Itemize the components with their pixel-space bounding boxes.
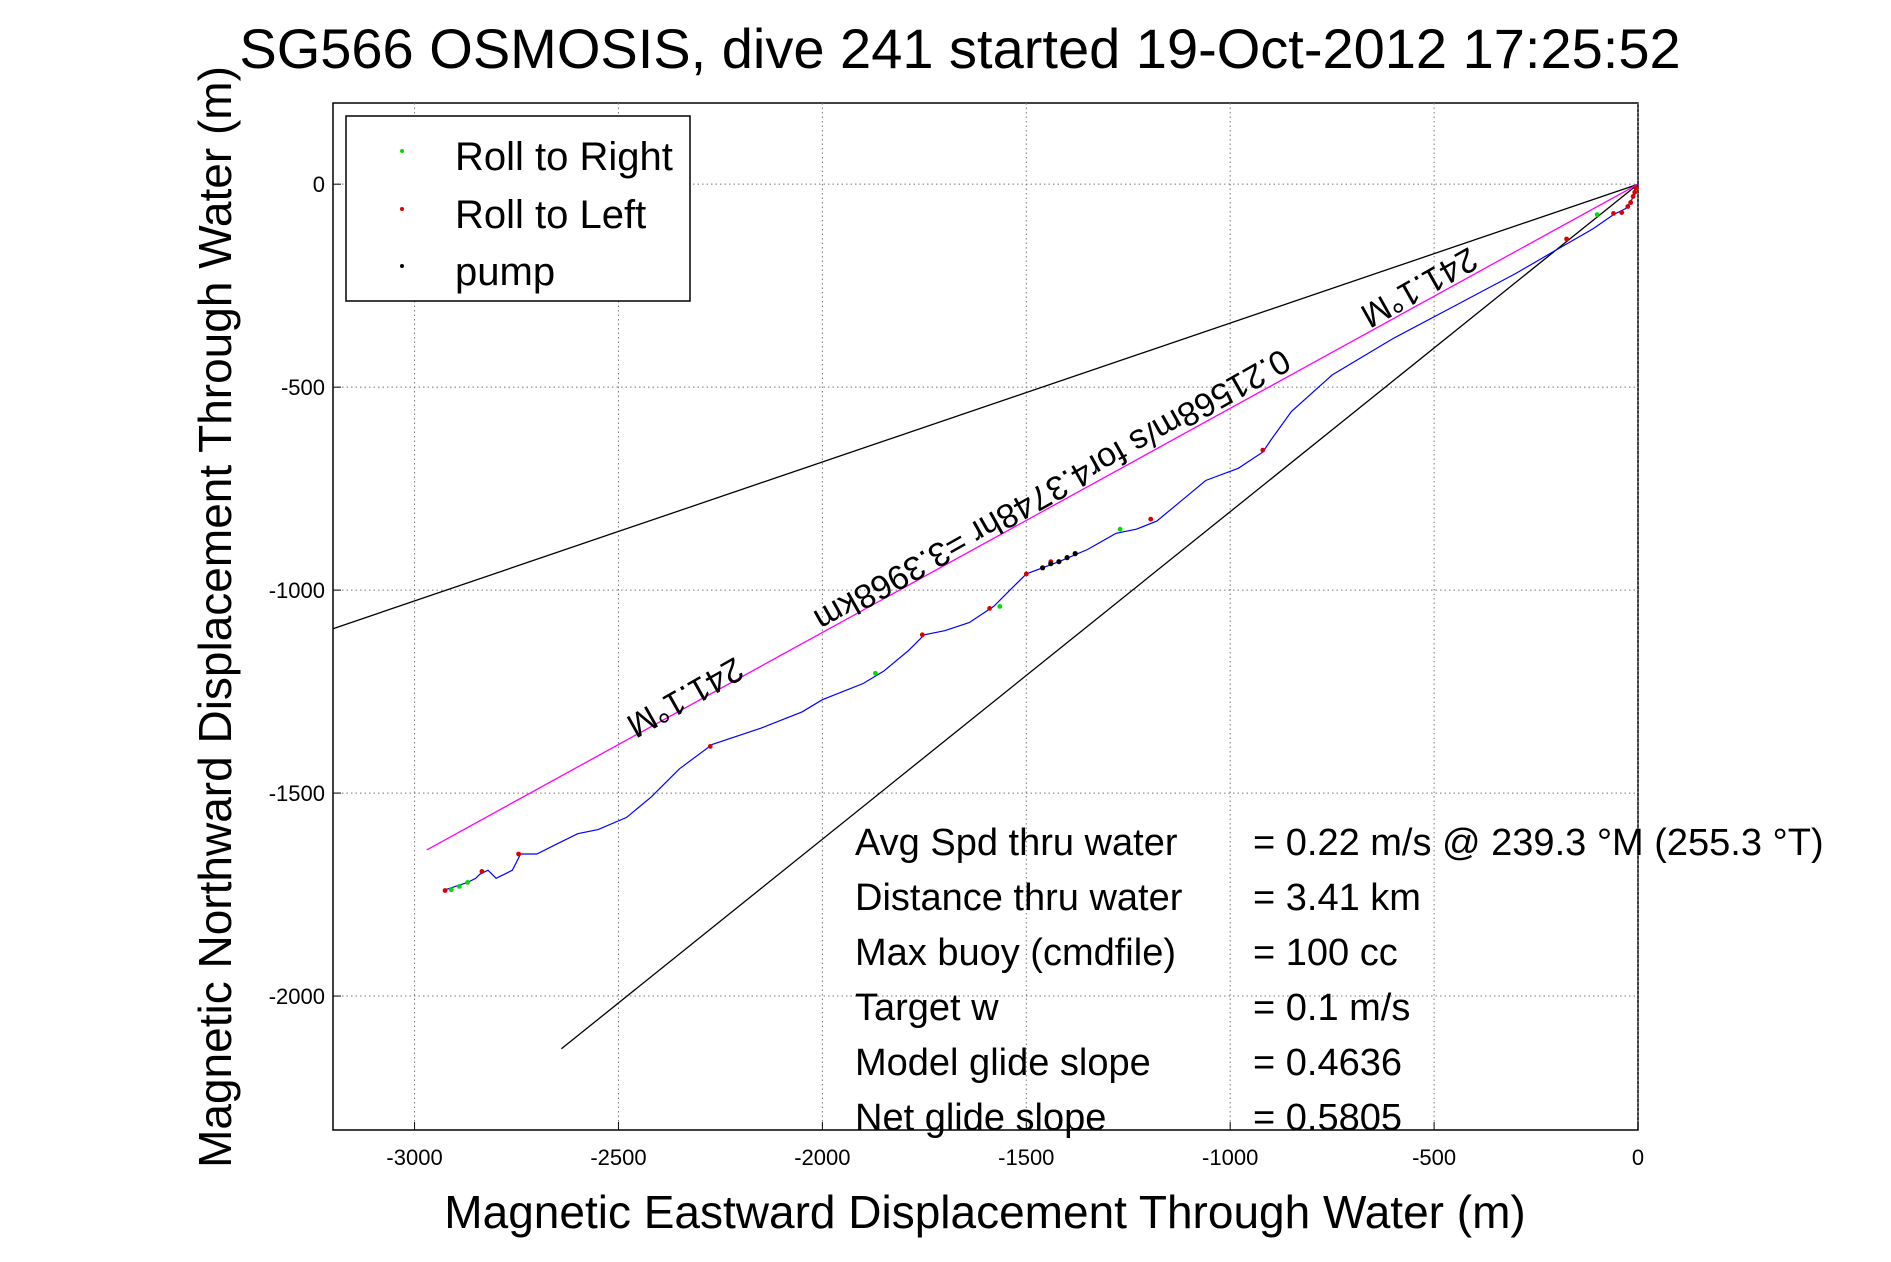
cone-line bbox=[332, 183, 1639, 630]
roll-left-point bbox=[987, 606, 992, 611]
roll-left-point bbox=[707, 744, 713, 749]
x-ticks: -3000 -2500 -2000 -1500 -1000 -500 0 bbox=[386, 1122, 1644, 1170]
pump-point bbox=[1056, 559, 1062, 565]
roll-left-point bbox=[1611, 211, 1616, 216]
roll-left-point bbox=[1628, 200, 1634, 205]
x-tick-label: -2500 bbox=[590, 1145, 646, 1170]
x-tick-label: -2000 bbox=[794, 1145, 850, 1170]
roll-left-point bbox=[1148, 516, 1154, 522]
roll-left-point bbox=[1633, 185, 1639, 191]
heading-line bbox=[426, 183, 1639, 851]
pump-point bbox=[1072, 551, 1078, 557]
x-tick-label: -1000 bbox=[1202, 1145, 1258, 1170]
x-tick-label: -1500 bbox=[998, 1145, 1054, 1170]
x-axis-label: Magnetic Eastward Displacement Through W… bbox=[444, 1186, 1525, 1238]
roll-right-point bbox=[997, 604, 1003, 609]
roll-left-point bbox=[442, 888, 448, 893]
stat-value-target-w: = 0.1 m/s bbox=[1253, 987, 1410, 1029]
stat-label-avg-speed: Avg Spd thru water bbox=[855, 822, 1178, 864]
roll-right-point bbox=[1117, 526, 1123, 532]
stat-value-avg-speed: = 0.22 m/s @ 239.3 °M (255.3 °T) bbox=[1253, 822, 1824, 864]
x-tick-label: -3000 bbox=[386, 1145, 442, 1170]
y-axis-label: Magnetic Northward Displacement Through … bbox=[189, 66, 241, 1168]
legend-pump-label: pump bbox=[455, 250, 555, 294]
pump-point bbox=[1064, 555, 1070, 561]
legend-roll-right-marker bbox=[400, 149, 404, 153]
roll-left-point bbox=[1564, 236, 1569, 242]
legend: Roll to Right Roll to Left pump bbox=[345, 115, 691, 302]
roll-right-point bbox=[1594, 212, 1600, 218]
pump-point bbox=[1048, 561, 1054, 567]
roll-right-point bbox=[465, 880, 470, 885]
roll-left-point bbox=[1619, 210, 1625, 216]
y-tick-label: -500 bbox=[281, 375, 325, 400]
roll-right-point bbox=[457, 884, 462, 889]
roll-right-point bbox=[448, 887, 454, 893]
stats-block: Avg Spd thru water = 0.22 m/s @ 239.3 °M… bbox=[855, 822, 1824, 1139]
roll-left-point bbox=[1630, 194, 1636, 199]
stat-label-net-glide: Net glide slope bbox=[855, 1097, 1106, 1139]
roll-left-point bbox=[1632, 189, 1638, 195]
pump-point bbox=[1040, 565, 1046, 571]
roll-left-point bbox=[516, 851, 521, 857]
roll-right-point bbox=[873, 670, 878, 676]
legend-pump-marker bbox=[400, 264, 404, 268]
roll-left-point bbox=[1260, 447, 1266, 453]
stat-label-model-glide: Model glide slope bbox=[855, 1042, 1151, 1084]
series-group bbox=[332, 183, 1639, 1050]
x-tick-label: 0 bbox=[1632, 1145, 1644, 1170]
roll-left-point bbox=[1023, 571, 1029, 577]
plot-area: -3000 -2500 -2000 -1500 -1000 -500 0 0 -500 -100… bbox=[269, 102, 1644, 1170]
y-tick-label: -1000 bbox=[269, 578, 325, 603]
roll-left-point bbox=[1625, 204, 1631, 209]
track-line bbox=[442, 184, 1639, 892]
stat-label-max-buoy: Max buoy (cmdfile) bbox=[855, 932, 1176, 974]
roll-left-point bbox=[479, 869, 485, 874]
cone-line bbox=[560, 183, 1639, 1050]
legend-roll-left-marker bbox=[400, 207, 404, 211]
roll-left-point bbox=[919, 632, 925, 638]
y-ticks: 0 -500 -1000 -1500 -2000 bbox=[269, 172, 341, 1009]
y-tick-label: 0 bbox=[313, 172, 325, 197]
stat-value-model-glide: = 0.4636 bbox=[1253, 1042, 1402, 1084]
stat-label-distance: Distance thru water bbox=[855, 877, 1183, 919]
y-tick-label: -2000 bbox=[269, 984, 325, 1009]
chart-title: SG566 OSMOSIS, dive 241 started 19-Oct-2… bbox=[239, 17, 1680, 80]
stat-value-max-buoy: = 100 cc bbox=[1253, 932, 1398, 974]
legend-roll-right-label: Roll to Right bbox=[455, 135, 673, 179]
stat-label-target-w: Target w bbox=[855, 987, 999, 1029]
x-tick-label: -500 bbox=[1412, 1145, 1456, 1170]
y-tick-label: -1500 bbox=[269, 781, 325, 806]
legend-roll-left-label: Roll to Left bbox=[455, 193, 646, 237]
stat-value-net-glide: = 0.5805 bbox=[1253, 1097, 1402, 1139]
stat-value-distance: = 3.41 km bbox=[1253, 877, 1421, 919]
